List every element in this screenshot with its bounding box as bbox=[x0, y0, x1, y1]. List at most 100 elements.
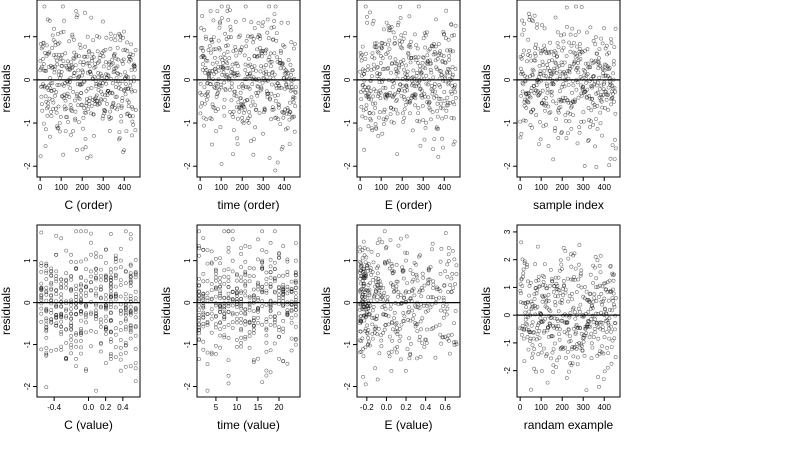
point bbox=[387, 354, 392, 359]
point bbox=[410, 128, 415, 133]
point bbox=[376, 264, 381, 269]
point bbox=[264, 290, 269, 295]
point bbox=[394, 61, 399, 66]
point bbox=[84, 89, 89, 94]
point bbox=[564, 136, 569, 141]
point bbox=[201, 279, 206, 284]
point bbox=[214, 81, 219, 86]
point bbox=[260, 49, 265, 53]
point bbox=[452, 85, 457, 90]
point bbox=[361, 354, 366, 359]
point bbox=[569, 126, 574, 131]
point bbox=[370, 331, 375, 336]
point bbox=[411, 277, 416, 282]
point bbox=[56, 104, 61, 109]
plot-frame bbox=[196, 224, 301, 398]
point bbox=[123, 47, 128, 52]
point bbox=[278, 122, 283, 127]
point bbox=[386, 28, 391, 33]
point bbox=[381, 85, 386, 90]
point bbox=[406, 290, 411, 295]
x-axis-label: C (order) bbox=[64, 198, 112, 212]
point bbox=[377, 88, 382, 93]
point bbox=[589, 356, 594, 361]
point bbox=[599, 291, 604, 296]
point bbox=[133, 379, 138, 384]
point bbox=[369, 74, 374, 79]
point bbox=[594, 322, 599, 327]
point bbox=[422, 137, 427, 142]
point bbox=[88, 70, 93, 75]
point bbox=[419, 286, 424, 290]
point bbox=[571, 326, 576, 331]
point bbox=[579, 271, 583, 276]
point bbox=[439, 246, 444, 251]
point bbox=[519, 56, 524, 61]
point bbox=[558, 268, 562, 273]
point bbox=[518, 288, 523, 293]
point bbox=[444, 302, 449, 307]
point bbox=[39, 319, 44, 324]
point bbox=[527, 284, 532, 288]
point bbox=[79, 274, 83, 279]
point bbox=[65, 91, 70, 96]
point bbox=[268, 323, 273, 327]
point bbox=[277, 251, 281, 255]
point bbox=[370, 308, 375, 313]
point bbox=[574, 330, 578, 335]
point bbox=[526, 37, 531, 42]
point bbox=[104, 307, 108, 312]
x-tick-label: 100 bbox=[534, 403, 548, 412]
point bbox=[555, 54, 560, 59]
point bbox=[90, 58, 94, 63]
point bbox=[538, 137, 543, 142]
point bbox=[235, 116, 240, 121]
point bbox=[79, 293, 83, 298]
point bbox=[123, 292, 128, 297]
point bbox=[453, 67, 458, 71]
point bbox=[231, 49, 236, 54]
point bbox=[370, 277, 375, 282]
point bbox=[227, 87, 232, 92]
point bbox=[218, 309, 223, 314]
point bbox=[76, 68, 81, 73]
y-axis-label: residuals bbox=[159, 64, 173, 112]
point bbox=[44, 385, 49, 390]
point bbox=[272, 289, 277, 294]
point bbox=[205, 362, 210, 367]
point bbox=[613, 327, 617, 332]
point bbox=[264, 340, 269, 345]
point bbox=[243, 4, 248, 9]
point bbox=[539, 312, 544, 317]
point bbox=[403, 103, 408, 107]
point bbox=[522, 328, 526, 333]
point bbox=[205, 261, 210, 266]
data-points bbox=[197, 229, 298, 393]
point bbox=[128, 273, 133, 278]
point bbox=[113, 276, 118, 281]
point bbox=[213, 109, 218, 114]
point bbox=[599, 320, 603, 325]
point bbox=[107, 129, 112, 133]
point bbox=[577, 325, 582, 330]
point bbox=[128, 236, 133, 241]
point bbox=[385, 299, 390, 304]
point bbox=[201, 296, 206, 301]
point bbox=[367, 313, 372, 318]
point bbox=[230, 237, 235, 242]
point bbox=[362, 246, 367, 250]
point bbox=[401, 111, 405, 116]
point bbox=[128, 304, 133, 309]
point bbox=[205, 388, 210, 393]
point bbox=[209, 352, 214, 357]
point bbox=[69, 333, 74, 338]
point bbox=[128, 279, 133, 284]
point bbox=[64, 327, 69, 332]
point bbox=[289, 336, 294, 341]
point bbox=[595, 258, 600, 263]
point bbox=[59, 300, 64, 304]
point bbox=[202, 85, 207, 90]
point bbox=[606, 365, 610, 370]
point bbox=[378, 110, 382, 115]
point bbox=[544, 81, 549, 86]
